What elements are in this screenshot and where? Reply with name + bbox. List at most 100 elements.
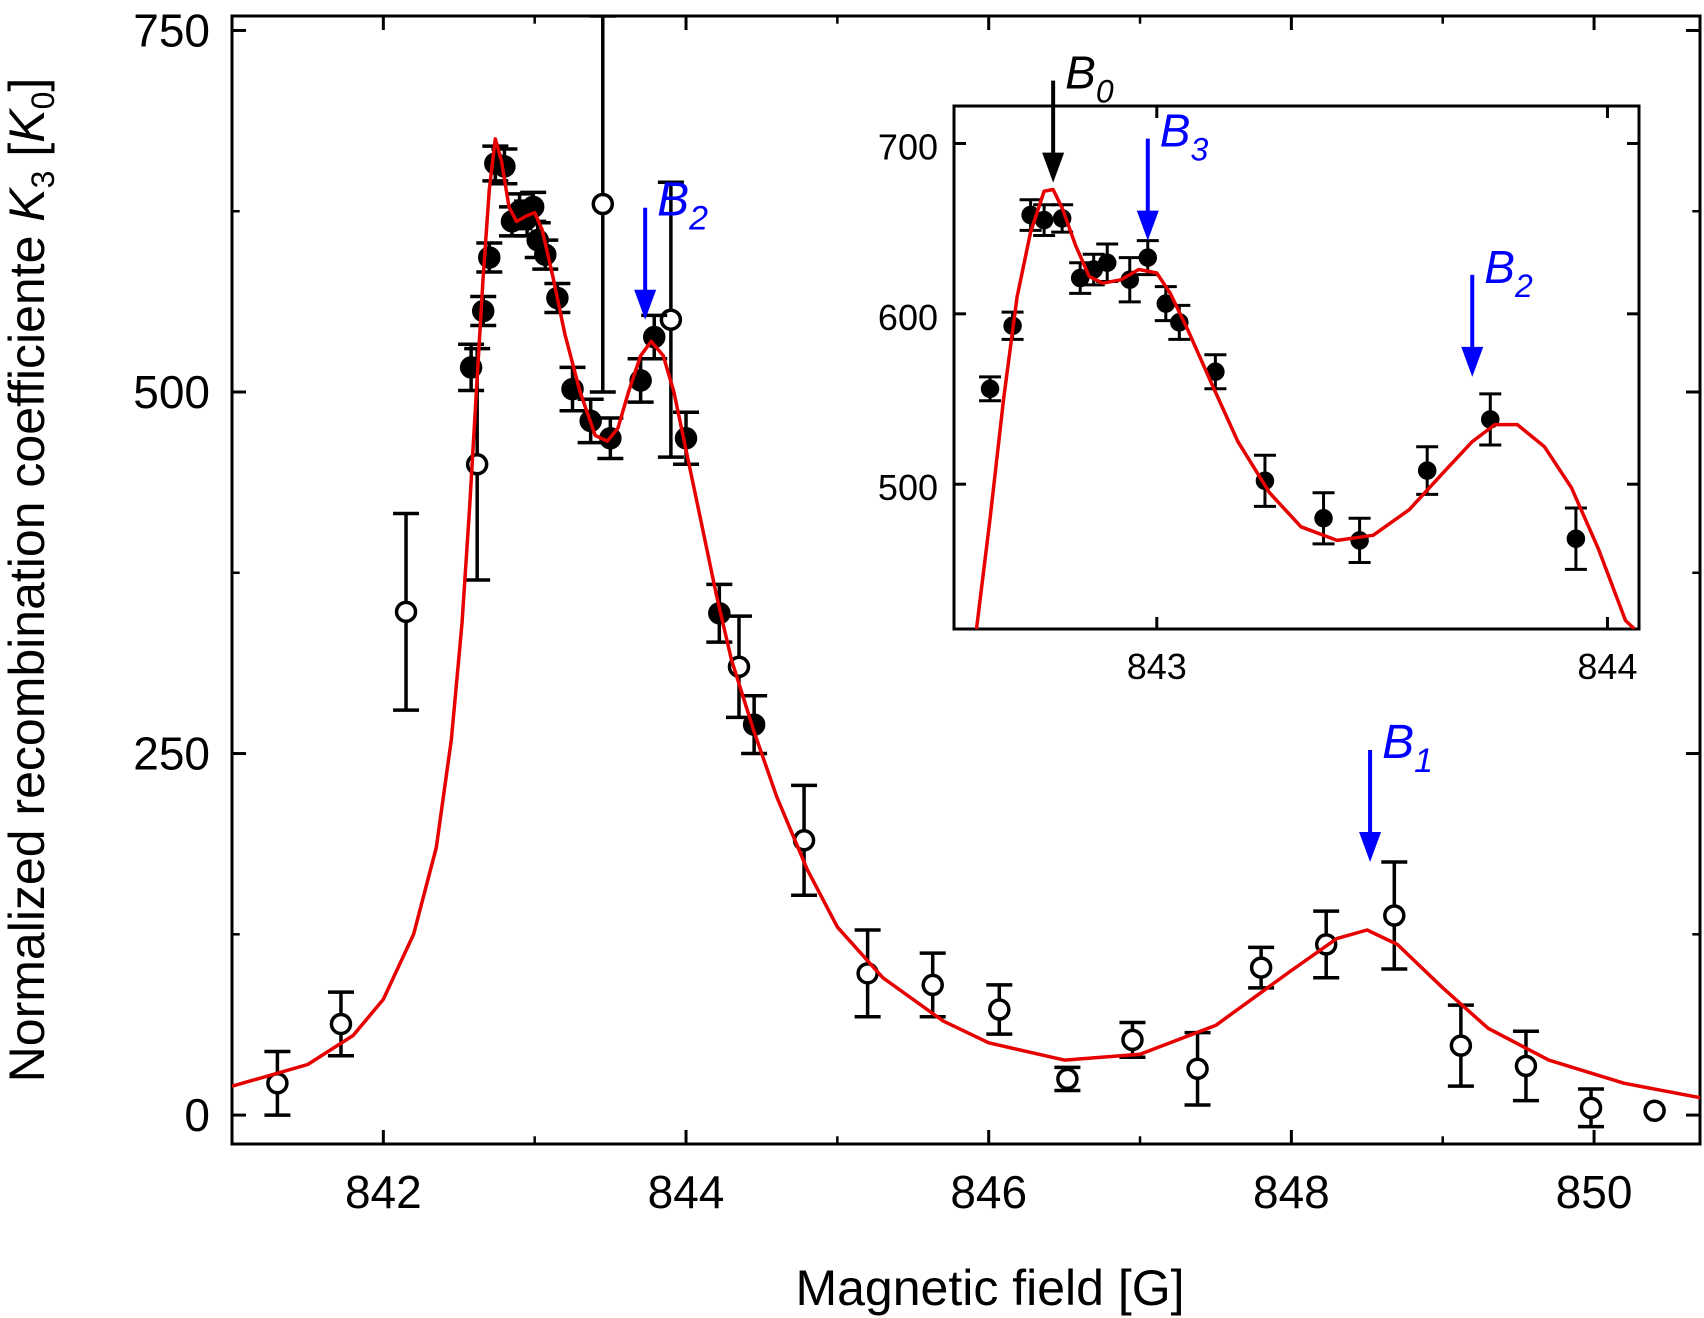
x-tick-label: 848 xyxy=(1253,1166,1330,1218)
annotation-label: B2 xyxy=(1484,241,1533,304)
annotation-symbol: B xyxy=(1484,241,1515,293)
data-marker xyxy=(1417,461,1437,480)
open-data-point xyxy=(725,614,752,720)
data-marker xyxy=(1566,529,1586,548)
x-tick-label: 846 xyxy=(950,1166,1027,1218)
open-data-point xyxy=(393,511,420,712)
data-marker xyxy=(591,192,615,216)
y-tick-label: 700 xyxy=(878,126,938,167)
filled-data-point xyxy=(1136,239,1159,277)
x-tick-label: 843 xyxy=(1127,646,1187,687)
data-marker xyxy=(921,973,944,997)
annotation-label: B2 xyxy=(657,174,708,238)
filled-data-point xyxy=(577,397,604,445)
data-marker xyxy=(329,1012,353,1036)
inset-x-tick-labels: 843 844 xyxy=(1127,646,1638,687)
inset-plot-area xyxy=(952,104,1641,631)
data-marker xyxy=(1097,253,1117,272)
annotation-subscript: 3 xyxy=(1190,132,1208,168)
data-marker xyxy=(1383,904,1406,927)
y-tick-label: 600 xyxy=(878,297,938,338)
y-axis-label-unit-subscript: 0 xyxy=(25,92,61,110)
x-tick-label: 850 xyxy=(1556,1166,1633,1218)
data-marker xyxy=(1138,248,1158,267)
data-marker xyxy=(1186,1057,1209,1081)
x-tick-label: 844 xyxy=(648,1166,725,1218)
filled-data-point xyxy=(1564,506,1587,571)
open-data-point xyxy=(1512,1029,1539,1103)
y-tick-label: 0 xyxy=(184,1089,210,1141)
filled-data-point xyxy=(1479,392,1502,447)
y-tick-label: 500 xyxy=(878,467,938,508)
annotation-symbol: B xyxy=(1160,105,1191,157)
inset-series xyxy=(974,187,1636,629)
annotation-b2: B2 xyxy=(1461,241,1533,377)
open-data-point xyxy=(327,990,354,1058)
y-axis-label-text: Normalized recombination coefficiente xyxy=(0,222,55,1083)
open-data-point xyxy=(1248,945,1275,990)
open-data-point xyxy=(919,951,946,1019)
inset-y-tick-labels: 500 600 700 xyxy=(878,126,938,508)
annotation-arrow-head xyxy=(1359,832,1382,862)
fit-curve xyxy=(974,187,1636,629)
x-axis-label: Magnetic field [G] xyxy=(795,1260,1184,1316)
open-data-point xyxy=(1447,1003,1474,1088)
open-data-point xyxy=(264,1049,291,1117)
y-tick-label: 500 xyxy=(133,366,210,418)
open-data-point xyxy=(1119,1020,1146,1059)
annotation-arrow-head xyxy=(1461,346,1484,377)
annotation-arrow-head xyxy=(1136,210,1159,241)
annotation-b0: B0 xyxy=(1042,47,1114,183)
data-marker xyxy=(1449,1034,1473,1057)
filled-data-point xyxy=(520,190,547,224)
inset-background xyxy=(954,106,1639,629)
open-data-point xyxy=(1381,860,1408,971)
open-data-point xyxy=(1054,1065,1081,1093)
data-marker xyxy=(1121,1028,1144,1052)
filled-data-point xyxy=(979,375,1002,403)
open-data-point xyxy=(1643,1099,1666,1122)
y-axis-label: Normalized recombination coefficiente K3… xyxy=(0,78,61,1083)
data-marker xyxy=(1034,210,1054,230)
x-tick-label: 842 xyxy=(345,1166,422,1218)
y-axis-label-unit-symbol: K xyxy=(0,107,55,143)
y-tick-label: 750 xyxy=(133,4,210,56)
filled-data-point xyxy=(1118,256,1141,304)
inset-ticks xyxy=(954,106,1639,629)
filled-data-point xyxy=(476,241,503,274)
data-marker xyxy=(521,195,545,219)
annotation-subscript: 2 xyxy=(1514,268,1533,304)
main-plot-area xyxy=(230,14,1702,1146)
main-series xyxy=(232,16,1700,1129)
annotation-subscript: 2 xyxy=(688,200,708,238)
annotation-b3: B3 xyxy=(1136,105,1208,241)
annotation-subscript: 1 xyxy=(1414,742,1433,780)
annotation-label: B0 xyxy=(1065,47,1114,110)
y-axis-label-unit-close: ] xyxy=(0,78,55,92)
annotation-symbol: B xyxy=(657,174,689,227)
data-marker xyxy=(1314,509,1333,528)
filled-data-point xyxy=(1416,445,1439,496)
open-data-point xyxy=(1578,1087,1605,1129)
data-marker xyxy=(659,308,683,331)
open-data-point xyxy=(1184,1030,1211,1107)
filled-data-point xyxy=(559,365,586,413)
annotation-b2: B2 xyxy=(634,174,708,320)
y-axis-label-unit-open: [ xyxy=(0,143,55,171)
open-data-point xyxy=(589,16,616,394)
annotation-b1: B1 xyxy=(1359,716,1433,862)
fit-curve xyxy=(232,137,1700,1100)
data-marker xyxy=(1249,956,1273,979)
main-y-tick-labels: 0 250 500 750 xyxy=(133,4,210,1141)
data-marker xyxy=(1070,268,1090,288)
open-data-point xyxy=(986,983,1013,1036)
y-tick-label: 250 xyxy=(133,728,210,780)
data-marker xyxy=(988,998,1011,1021)
x-tick-label: 844 xyxy=(1577,646,1637,687)
annotation-arrow-head xyxy=(634,289,657,320)
